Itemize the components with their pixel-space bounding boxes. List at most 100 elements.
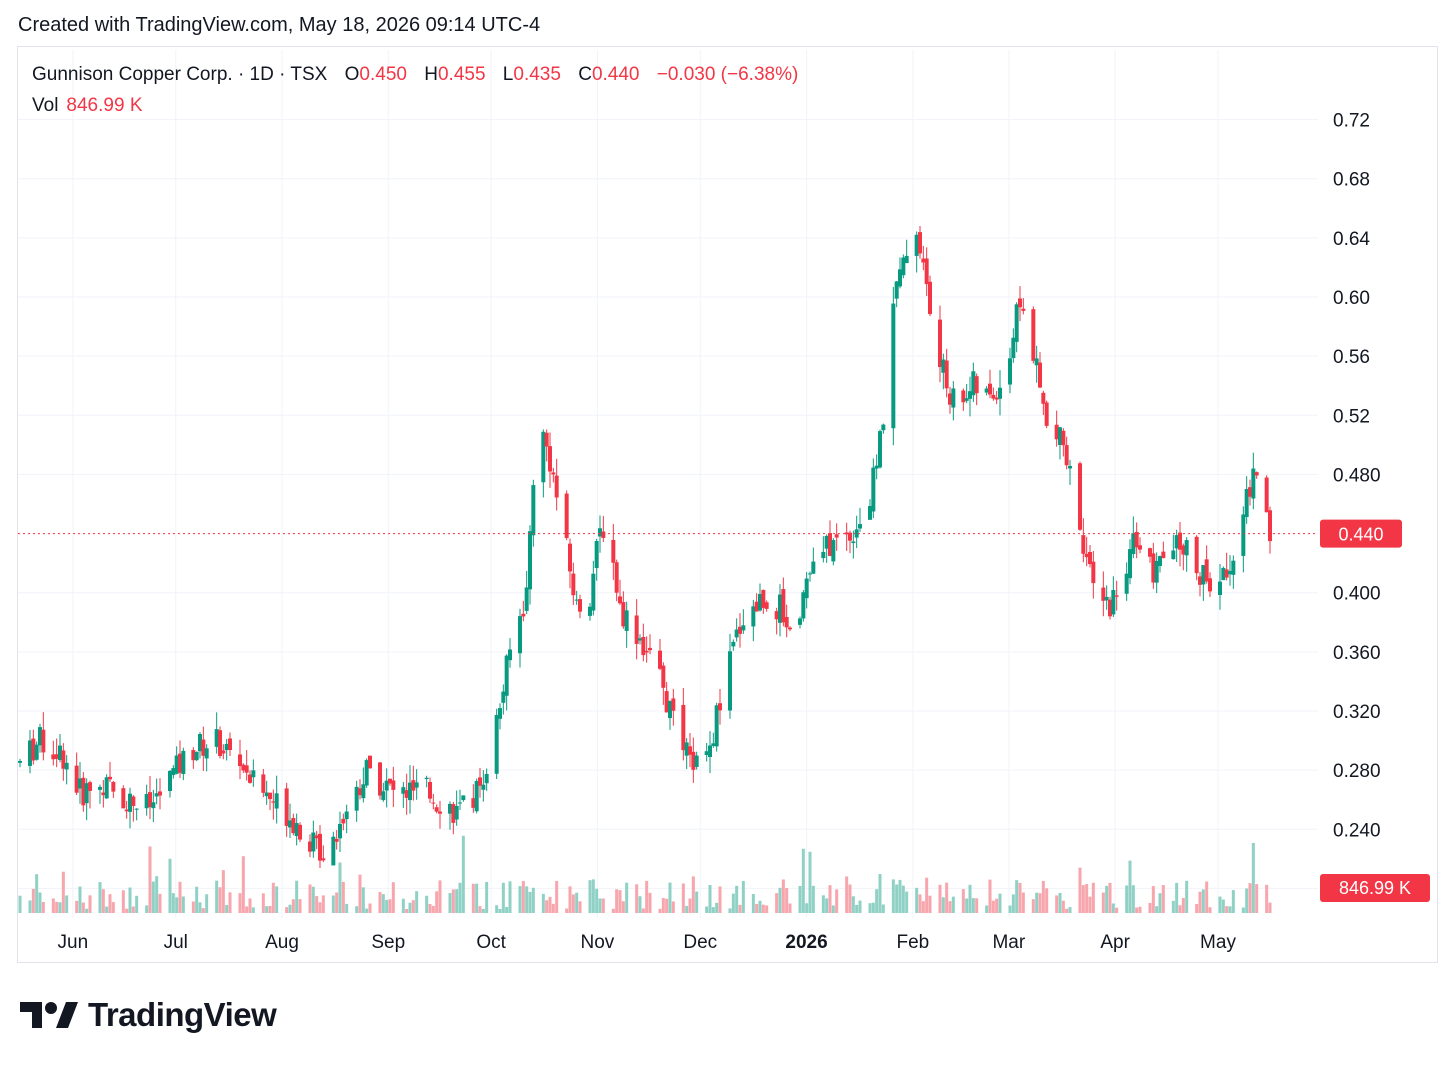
- candle-body: [218, 730, 222, 756]
- candle-body: [461, 795, 466, 801]
- candle-body: [1014, 304, 1019, 342]
- candle-body: [871, 467, 876, 512]
- volume-bar: [1265, 884, 1269, 913]
- volume-bar: [528, 891, 532, 913]
- candle-body: [81, 777, 86, 806]
- volume-bar: [285, 907, 289, 913]
- volume-bar: [265, 906, 269, 913]
- volume-bar: [495, 905, 499, 913]
- candle-body: [1084, 553, 1089, 558]
- volume-bar: [368, 903, 372, 913]
- volume-bar: [358, 874, 362, 913]
- volume-bar: [618, 890, 622, 913]
- volume-bar: [1135, 907, 1139, 913]
- volume-bar: [1201, 889, 1205, 913]
- time-tick-label: Feb: [896, 932, 929, 953]
- candle-body: [824, 535, 829, 549]
- candle-body: [524, 587, 529, 611]
- candle-body: [38, 727, 42, 746]
- volume-bar: [831, 905, 835, 913]
- candle-body: [914, 234, 919, 256]
- volume-bar: [98, 882, 102, 913]
- volume-bar: [261, 893, 265, 913]
- candle-body: [411, 780, 416, 791]
- price-tick-label: 0.400: [1333, 584, 1381, 605]
- candle-body: [28, 740, 32, 766]
- candle-body: [708, 745, 712, 758]
- volume-bar: [145, 905, 149, 913]
- candle-body: [848, 532, 852, 541]
- volume-bar: [431, 905, 435, 913]
- candle-body: [554, 475, 559, 498]
- candle-body: [938, 319, 942, 368]
- candle-body: [518, 616, 522, 654]
- volume-bar: [855, 904, 859, 913]
- time-tick-label: Jun: [58, 932, 89, 953]
- chart-frame[interactable]: [17, 46, 1438, 963]
- candle-body: [1158, 556, 1162, 566]
- volume-bar: [268, 906, 272, 913]
- candle-body: [51, 754, 56, 760]
- candle-body: [128, 793, 132, 812]
- candle-body: [1221, 567, 1226, 581]
- volume-bar: [125, 908, 129, 913]
- volume-bar: [238, 893, 242, 913]
- candle-body: [991, 394, 996, 399]
- candle-body: [711, 743, 716, 746]
- candle-body: [734, 629, 739, 638]
- candle-body: [821, 551, 826, 559]
- candle-body: [1224, 569, 1229, 578]
- volume-bar: [588, 880, 592, 913]
- volume-bar: [551, 903, 555, 913]
- volume-bar: [1045, 888, 1049, 913]
- volume-bar: [335, 892, 339, 913]
- candle-body: [1251, 468, 1256, 499]
- candle-body: [614, 562, 619, 593]
- candle-body: [1138, 545, 1142, 550]
- symbol-label[interactable]: Gunnison Copper Corp. · 1D · TSX: [32, 64, 328, 85]
- volume-bar: [61, 871, 65, 913]
- price-tick-label: 0.320: [1333, 702, 1381, 723]
- candle-body: [718, 703, 722, 711]
- tradingview-logo[interactable]: TradingView: [20, 996, 277, 1034]
- volume-bar: [891, 879, 895, 913]
- candle-body: [648, 647, 652, 651]
- volume-badge: 846.99 K: [1320, 874, 1430, 902]
- volume-bar: [591, 879, 595, 913]
- volume-bar: [985, 905, 989, 913]
- price-tick-label: 0.240: [1333, 820, 1381, 841]
- candle-body: [224, 743, 229, 751]
- candle-body: [61, 750, 66, 769]
- candle-body: [178, 753, 182, 773]
- volume-bar: [735, 885, 739, 913]
- volume-bar: [345, 903, 349, 913]
- volume-bar: [365, 908, 369, 913]
- volume-bar: [1231, 890, 1235, 913]
- candle-body: [1008, 358, 1012, 385]
- candle-body: [764, 602, 769, 609]
- candle-body: [834, 534, 839, 538]
- volume-bar: [711, 907, 715, 913]
- volume-bar: [965, 898, 969, 913]
- candle-body: [1264, 477, 1269, 513]
- candle-body: [881, 424, 886, 431]
- volume-bar: [75, 900, 79, 913]
- candle-body: [101, 792, 106, 796]
- candle-body: [308, 841, 312, 852]
- volume-bar: [381, 894, 385, 913]
- candle-body: [1248, 487, 1252, 497]
- candle-body: [298, 824, 302, 840]
- volume-bar: [808, 851, 812, 913]
- candle-body: [241, 764, 246, 771]
- volume-bar: [1031, 899, 1035, 913]
- candle-body: [994, 397, 999, 400]
- volume-bar: [811, 885, 815, 913]
- volume-bar: [385, 899, 389, 913]
- volume-bar: [521, 881, 525, 913]
- volume-bar: [1131, 885, 1135, 913]
- candle-body: [521, 613, 526, 617]
- candle-body: [921, 258, 926, 263]
- volume-bar: [975, 898, 979, 913]
- candle-body: [414, 782, 419, 788]
